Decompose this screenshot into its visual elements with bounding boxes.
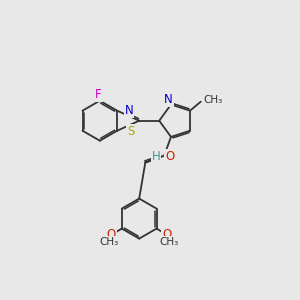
Text: O: O bbox=[165, 150, 174, 163]
Text: CH₃: CH₃ bbox=[203, 95, 222, 105]
Text: N: N bbox=[166, 150, 174, 163]
Text: CH₃: CH₃ bbox=[99, 237, 119, 247]
Text: O: O bbox=[162, 228, 172, 241]
Text: N: N bbox=[124, 104, 133, 117]
Text: CH₃: CH₃ bbox=[160, 237, 179, 247]
Text: N: N bbox=[164, 93, 173, 106]
Text: H: H bbox=[152, 150, 160, 163]
Text: F: F bbox=[95, 88, 102, 101]
Text: S: S bbox=[127, 125, 134, 138]
Text: O: O bbox=[107, 228, 116, 241]
